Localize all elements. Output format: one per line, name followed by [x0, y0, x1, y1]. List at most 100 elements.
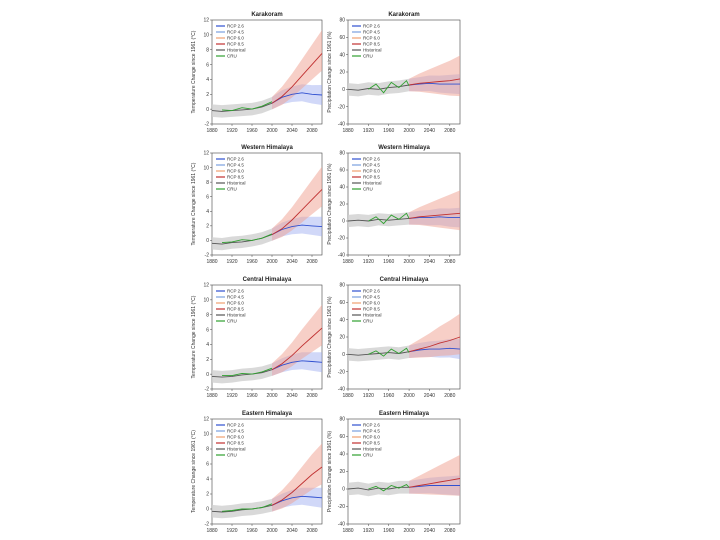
legend-label: Historical [227, 181, 246, 186]
legend-label: RCP 8.5 [363, 175, 380, 180]
legend-label: Historical [227, 313, 246, 318]
y-tick-label: -2 [205, 253, 210, 259]
x-tick-label: 2000 [266, 259, 277, 265]
x-tick-label: 2040 [286, 528, 297, 534]
y-axis-label: Temperature Change since 1961 (°C) [191, 162, 197, 245]
x-tick-label: 2040 [424, 528, 435, 534]
y-tick-label: 60 [339, 168, 345, 174]
legend-label: RCP 2.6 [363, 289, 380, 294]
x-tick-label: 2080 [306, 393, 317, 399]
chart-panel: 1880 1920 1960 2000 2040 2080 -2 0 2 4 6 8 10 12 Easte… [191, 411, 323, 534]
series-line-historical [211, 369, 273, 378]
legend-label: RCP 2.6 [227, 423, 244, 428]
x-tick-label: 2080 [444, 528, 455, 534]
legend-label: RCP 4.5 [363, 429, 380, 434]
legend-label: RCP 2.6 [227, 157, 244, 162]
chart-title: Eastern Himalaya [379, 411, 430, 417]
x-tick-label: 2040 [286, 393, 297, 399]
y-tick-label: 0 [342, 352, 345, 358]
y-tick-label: -20 [338, 504, 345, 510]
chart-title: Western Himalaya [378, 145, 430, 151]
x-tick-label: 1920 [363, 528, 374, 534]
y-tick-label: -40 [338, 387, 345, 393]
x-tick-label: 1880 [342, 259, 353, 265]
y-tick-label: 10 [203, 33, 209, 39]
y-tick-label: -40 [338, 253, 345, 259]
legend-label: CRU [227, 453, 237, 458]
series-line-cru [221, 503, 273, 512]
y-tick-label: 40 [339, 317, 345, 323]
y-tick-label: 8 [206, 447, 209, 453]
legend-label: CRU [227, 54, 237, 59]
x-tick-label: 2080 [444, 259, 455, 265]
legend-label: RCP 8.5 [227, 42, 244, 47]
legend-label: RCP 6.0 [363, 301, 380, 306]
legend-label: RCP 6.0 [363, 169, 380, 174]
y-axis-label: Temperature Change since 1961 (°C) [191, 430, 197, 513]
y-tick-label: 8 [206, 312, 209, 318]
x-tick-label: 2000 [404, 393, 415, 399]
legend-label: Historical [363, 313, 382, 318]
legend-label: RCP 4.5 [227, 295, 244, 300]
x-tick-label: 1920 [363, 393, 374, 399]
y-tick-label: 10 [203, 298, 209, 304]
y-tick-label: 0 [206, 507, 209, 513]
series-line-cru [222, 367, 273, 377]
y-tick-label: 60 [339, 300, 345, 306]
x-tick-label: 1880 [342, 128, 353, 134]
x-tick-label: 2000 [266, 393, 277, 399]
legend-label: RCP 8.5 [227, 175, 244, 180]
y-tick-label: -20 [338, 369, 345, 375]
x-tick-label: 1880 [206, 528, 217, 534]
series-line-rcp-8-5 [409, 478, 461, 488]
legend-label: Historical [227, 48, 246, 53]
x-tick-label: 2040 [424, 393, 435, 399]
series-line-rcp-2-6 [409, 82, 460, 86]
y-tick-label: -40 [338, 522, 345, 528]
y-tick-label: 40 [339, 52, 345, 58]
y-axis-label: Precipitation Change since 1961 (%) [327, 431, 333, 512]
y-tick-label: 10 [203, 165, 209, 171]
legend-label: RCP 4.5 [227, 163, 244, 168]
x-tick-label: 1960 [383, 528, 394, 534]
y-tick-label: -2 [205, 387, 210, 393]
x-tick-label: 1960 [246, 528, 257, 534]
legend-label: Historical [363, 447, 382, 452]
series-line-cru [368, 212, 410, 225]
band-rcp-8-5 [409, 313, 460, 358]
legend-label: CRU [363, 187, 373, 192]
y-tick-label: 60 [339, 35, 345, 41]
series-line-cru [368, 79, 410, 94]
y-axis-label: Precipitation Change since 1961 (%) [327, 31, 333, 112]
band-rcp-8-5 [409, 190, 460, 231]
chart-panel: 1880 1920 1960 2000 2040 2080 -2 0 2 4 6 8 10 12 Centr… [191, 277, 323, 399]
chart-title: Karakoram [388, 12, 419, 18]
x-tick-label: 2080 [306, 528, 317, 534]
legend-label: CRU [227, 187, 237, 192]
band-rcp-8-5 [272, 166, 322, 241]
y-tick-label: 4 [206, 342, 209, 348]
y-tick-label: 4 [206, 209, 209, 215]
y-axis-label: Temperature Change since 1961 (°C) [191, 295, 197, 378]
y-tick-label: 6 [206, 462, 209, 468]
series-line-rcp-8-5 [271, 189, 323, 235]
legend-label: Historical [363, 48, 382, 53]
series-line-rcp-8-5 [271, 466, 323, 506]
y-tick-label: 80 [339, 283, 345, 289]
y-tick-label: 80 [339, 151, 345, 157]
y-tick-label: 80 [339, 417, 345, 423]
x-tick-label: 1960 [383, 393, 394, 399]
x-tick-label: 2040 [286, 128, 297, 134]
legend-label: RCP 6.0 [227, 169, 244, 174]
series-line-rcp-8-5 [271, 53, 323, 104]
x-tick-label: 1920 [363, 128, 374, 134]
legend-label: RCP 8.5 [363, 42, 380, 47]
y-tick-label: 80 [339, 18, 345, 24]
series-line-cru [368, 347, 410, 357]
y-tick-label: 6 [206, 327, 209, 333]
series-line-cru [368, 484, 410, 492]
